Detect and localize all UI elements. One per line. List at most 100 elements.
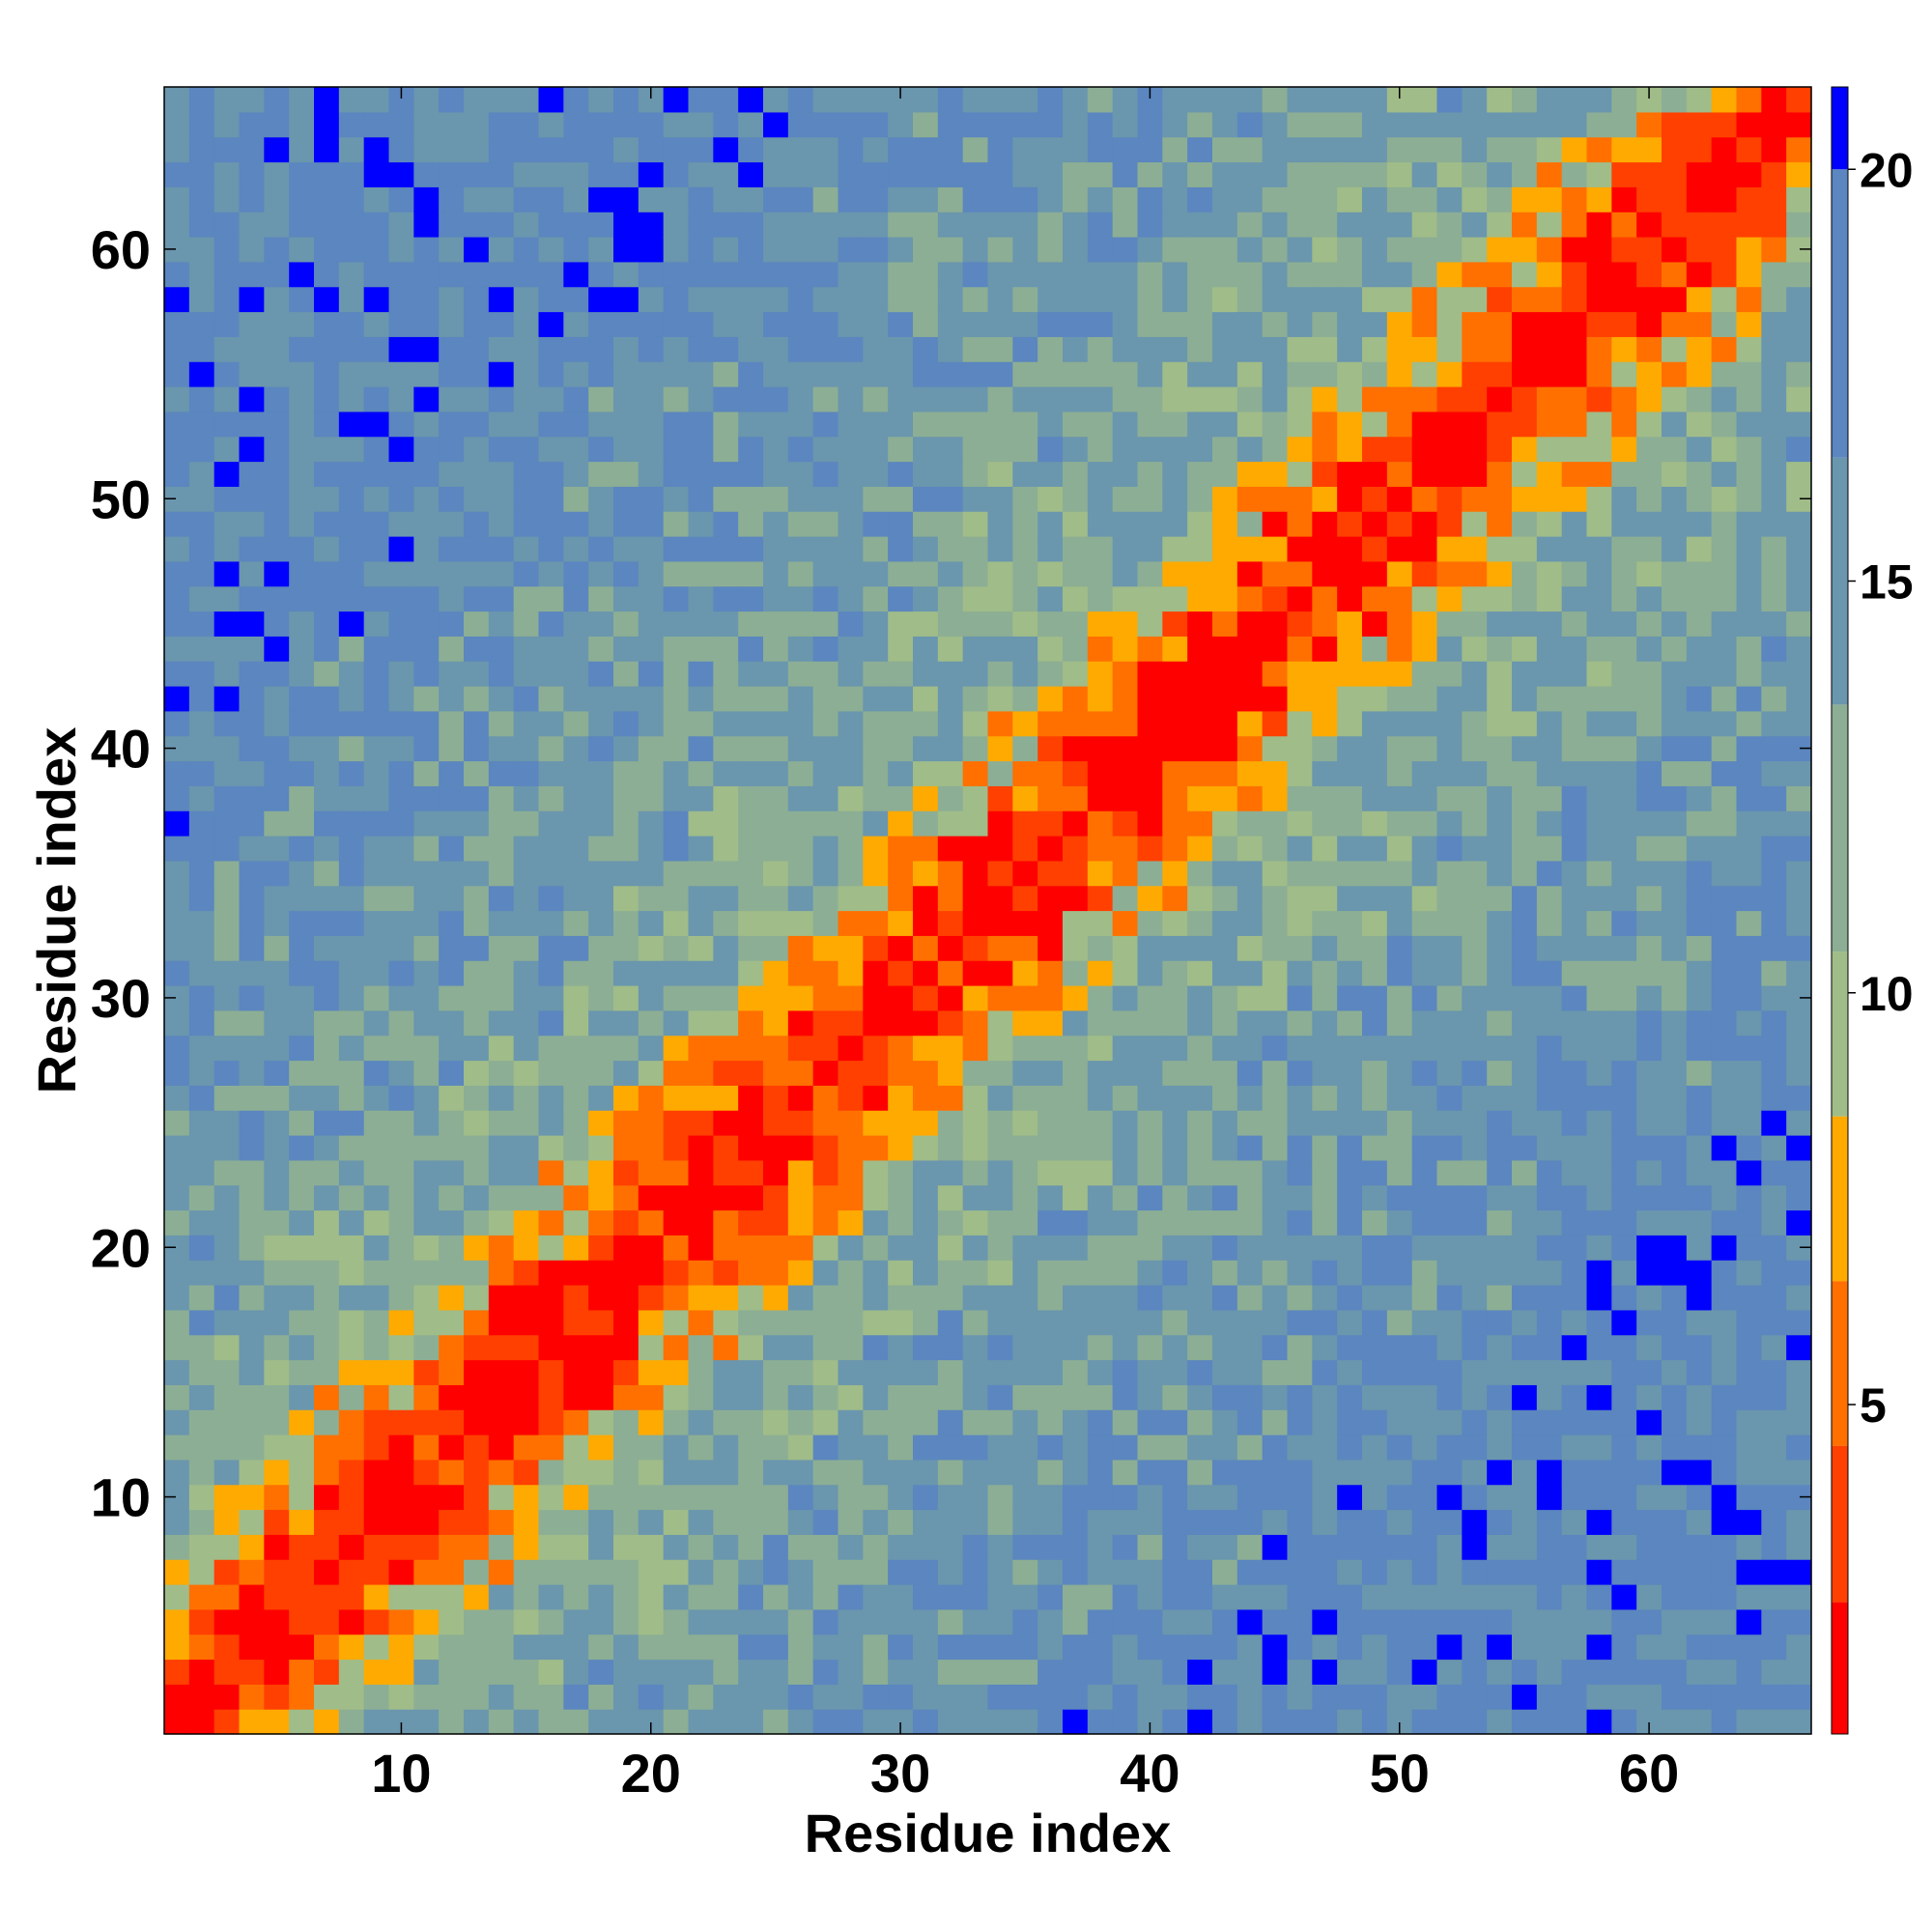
heatmap-cell bbox=[1262, 336, 1289, 362]
heatmap-cell bbox=[1037, 1634, 1064, 1661]
heatmap-cell bbox=[1512, 661, 1538, 687]
heatmap-cell bbox=[1686, 511, 1713, 537]
heatmap-cell bbox=[1162, 486, 1188, 512]
heatmap-cell bbox=[663, 161, 690, 187]
heatmap-cell bbox=[1636, 1085, 1662, 1111]
heatmap-cell bbox=[962, 87, 989, 113]
heatmap-cell bbox=[838, 1409, 864, 1435]
heatmap-cell bbox=[812, 585, 839, 612]
heatmap-cell bbox=[1262, 885, 1289, 912]
heatmap-cell bbox=[913, 1035, 939, 1062]
heatmap-cell bbox=[239, 585, 265, 612]
heatmap-cell bbox=[1287, 760, 1313, 786]
heatmap-cell bbox=[363, 1110, 390, 1136]
heatmap-cell bbox=[1786, 1584, 1812, 1610]
heatmap-cell bbox=[738, 860, 764, 887]
heatmap-cell bbox=[1012, 636, 1038, 662]
heatmap-cell bbox=[888, 661, 914, 687]
heatmap-cell bbox=[1636, 1159, 1662, 1186]
heatmap-cell bbox=[1386, 486, 1413, 512]
heatmap-cell bbox=[388, 111, 414, 138]
heatmap-cell bbox=[1087, 836, 1114, 862]
heatmap-cell bbox=[563, 661, 589, 687]
heatmap-cell bbox=[1312, 1709, 1338, 1735]
heatmap-cell bbox=[638, 836, 665, 862]
heatmap-cell bbox=[1012, 836, 1038, 862]
heatmap-cell bbox=[613, 336, 639, 362]
heatmap-cell bbox=[588, 286, 614, 313]
heatmap-cell bbox=[1112, 1384, 1139, 1410]
heatmap-cell bbox=[363, 1634, 390, 1661]
heatmap-cell bbox=[1063, 611, 1089, 637]
heatmap-cell bbox=[1212, 1035, 1238, 1062]
heatmap-cell bbox=[239, 361, 265, 387]
heatmap-cell bbox=[688, 1235, 714, 1261]
heatmap-cell bbox=[1536, 1135, 1563, 1161]
heatmap-cell bbox=[1362, 985, 1388, 1011]
heatmap-cell bbox=[388, 611, 414, 637]
heatmap-cell bbox=[638, 1608, 665, 1635]
heatmap-cell bbox=[1137, 436, 1163, 463]
heatmap-cell bbox=[1611, 1159, 1637, 1186]
heatmap-cell bbox=[1436, 560, 1463, 587]
heatmap-cell bbox=[1112, 411, 1139, 438]
heatmap-cell bbox=[937, 536, 964, 562]
heatmap-cell bbox=[1662, 161, 1688, 187]
heatmap-cell bbox=[1337, 111, 1363, 138]
heatmap-cell bbox=[1561, 286, 1588, 313]
heatmap-cell bbox=[239, 1359, 265, 1385]
heatmap-cell bbox=[1337, 136, 1363, 163]
heatmap-cell bbox=[888, 1659, 914, 1685]
heatmap-cell bbox=[1312, 87, 1338, 113]
heatmap-cell bbox=[1063, 411, 1089, 438]
heatmap-cell bbox=[488, 511, 515, 537]
heatmap-cell bbox=[1063, 1135, 1089, 1161]
heatmap-cell bbox=[1037, 1584, 1064, 1610]
heatmap-cell bbox=[1212, 1110, 1238, 1136]
heatmap-cell bbox=[1411, 686, 1438, 712]
heatmap-cell bbox=[188, 1209, 215, 1236]
heatmap-cell bbox=[464, 1559, 490, 1585]
heatmap-cell bbox=[538, 1110, 564, 1136]
heatmap-cell bbox=[289, 910, 315, 936]
heatmap-cell bbox=[638, 1584, 665, 1610]
heatmap-cell bbox=[1386, 1435, 1413, 1461]
heatmap-cell bbox=[388, 661, 414, 687]
heatmap-cell bbox=[588, 1559, 614, 1585]
heatmap-cell bbox=[838, 136, 864, 163]
heatmap-cell bbox=[588, 111, 614, 138]
heatmap-cell bbox=[812, 87, 839, 113]
heatmap-cell bbox=[638, 286, 665, 313]
heatmap-cell bbox=[613, 661, 639, 687]
heatmap-cell bbox=[314, 436, 340, 463]
heatmap-cell bbox=[1761, 1285, 1787, 1311]
heatmap-cell bbox=[289, 785, 315, 811]
heatmap-cell bbox=[1761, 511, 1787, 537]
heatmap-cell bbox=[913, 735, 939, 762]
heatmap-cell bbox=[663, 111, 690, 138]
heatmap-cell bbox=[962, 336, 989, 362]
heatmap-cell bbox=[1436, 1608, 1463, 1635]
heatmap-cell bbox=[1063, 960, 1089, 986]
heatmap-cell bbox=[1162, 985, 1188, 1011]
heatmap-cell bbox=[1112, 985, 1139, 1011]
heatmap-cell bbox=[1187, 161, 1213, 187]
heatmap-cell bbox=[164, 436, 190, 463]
heatmap-cell bbox=[1137, 686, 1163, 712]
heatmap-cell bbox=[513, 411, 540, 438]
heatmap-cell bbox=[613, 361, 639, 387]
heatmap-cell bbox=[1586, 1709, 1612, 1735]
heatmap-cell bbox=[338, 1334, 365, 1361]
heatmap-cell bbox=[264, 1359, 290, 1385]
heatmap-cell bbox=[239, 1435, 265, 1461]
heatmap-cell bbox=[1063, 286, 1089, 313]
heatmap-cell bbox=[264, 686, 290, 712]
heatmap-cell bbox=[164, 361, 190, 387]
heatmap-cell bbox=[962, 1534, 989, 1560]
heatmap-cell bbox=[1662, 511, 1688, 537]
heatmap-cell bbox=[863, 1334, 889, 1361]
heatmap-cell bbox=[1462, 560, 1488, 587]
heatmap-cell bbox=[1487, 1659, 1513, 1685]
heatmap-cell bbox=[1236, 960, 1264, 986]
heatmap-cell bbox=[1212, 686, 1238, 712]
